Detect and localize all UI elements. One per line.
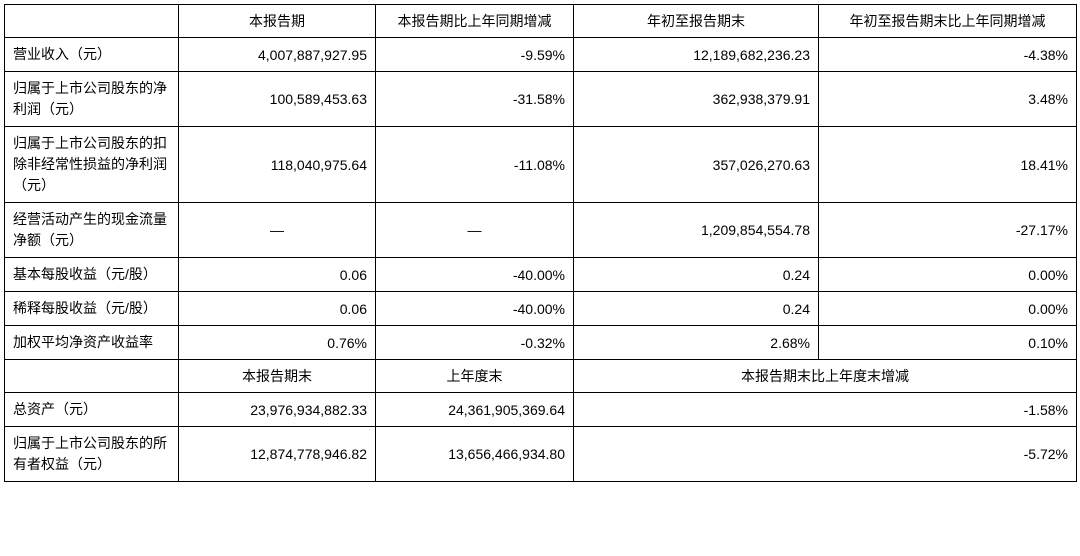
cell-period-change: -31.58% — [376, 72, 574, 127]
row-label: 总资产（元） — [5, 393, 179, 427]
cell-period: — — [179, 203, 376, 258]
data-row: 归属于上市公司股东的净利润（元）100,589,453.63-31.58%362… — [5, 72, 1077, 127]
cell-ytd: 2.68% — [574, 326, 819, 360]
cell-ytd-change: 0.00% — [819, 292, 1077, 326]
row-label: 稀释每股收益（元/股） — [5, 292, 179, 326]
row-label: 归属于上市公司股东的所有者权益（元） — [5, 427, 179, 482]
row-label: 基本每股收益（元/股） — [5, 258, 179, 292]
cell-ytd: 357,026,270.63 — [574, 127, 819, 203]
cell-period-end: 12,874,778,946.82 — [179, 427, 376, 482]
row-label: 经营活动产生的现金流量净额（元） — [5, 203, 179, 258]
cell-ytd: 0.24 — [574, 258, 819, 292]
header-blank — [5, 5, 179, 38]
header-row-2: 本报告期末上年度末本报告期末比上年度末增减 — [5, 360, 1077, 393]
cell-ytd-change: 18.41% — [819, 127, 1077, 203]
data-row: 基本每股收益（元/股）0.06-40.00%0.240.00% — [5, 258, 1077, 292]
financial-table: 本报告期本报告期比上年同期增减年初至报告期末年初至报告期末比上年同期增减营业收入… — [4, 4, 1077, 482]
cell-period: 0.06 — [179, 258, 376, 292]
data-row: 总资产（元）23,976,934,882.3324,361,905,369.64… — [5, 393, 1077, 427]
cell-last-year-end: 13,656,466,934.80 — [376, 427, 574, 482]
cell-period-change: -0.32% — [376, 326, 574, 360]
cell-period: 0.76% — [179, 326, 376, 360]
cell-ytd: 1,209,854,554.78 — [574, 203, 819, 258]
row-label: 归属于上市公司股东的扣除非经常性损益的净利润（元） — [5, 127, 179, 203]
header-period-end: 本报告期末 — [179, 360, 376, 393]
cell-ytd-change: 0.00% — [819, 258, 1077, 292]
header-period-change: 本报告期比上年同期增减 — [376, 5, 574, 38]
cell-ytd: 12,189,682,236.23 — [574, 38, 819, 72]
cell-period-change: -40.00% — [376, 292, 574, 326]
header-end-change: 本报告期末比上年度末增减 — [574, 360, 1077, 393]
header-ytd: 年初至报告期末 — [574, 5, 819, 38]
data-row: 归属于上市公司股东的所有者权益（元）12,874,778,946.8213,65… — [5, 427, 1077, 482]
cell-end-change: -5.72% — [574, 427, 1077, 482]
cell-period-change: — — [376, 203, 574, 258]
cell-period: 0.06 — [179, 292, 376, 326]
cell-period-change: -11.08% — [376, 127, 574, 203]
cell-period: 118,040,975.64 — [179, 127, 376, 203]
data-row: 加权平均净资产收益率0.76%-0.32%2.68%0.10% — [5, 326, 1077, 360]
cell-ytd-change: 3.48% — [819, 72, 1077, 127]
cell-period: 4,007,887,927.95 — [179, 38, 376, 72]
header-last-year-end: 上年度末 — [376, 360, 574, 393]
data-row: 经营活动产生的现金流量净额（元）——1,209,854,554.78-27.17… — [5, 203, 1077, 258]
cell-period-change: -9.59% — [376, 38, 574, 72]
header-blank-2 — [5, 360, 179, 393]
row-label: 加权平均净资产收益率 — [5, 326, 179, 360]
row-label: 营业收入（元） — [5, 38, 179, 72]
cell-period-end: 23,976,934,882.33 — [179, 393, 376, 427]
header-period: 本报告期 — [179, 5, 376, 38]
header-row-1: 本报告期本报告期比上年同期增减年初至报告期末年初至报告期末比上年同期增减 — [5, 5, 1077, 38]
cell-period-change: -40.00% — [376, 258, 574, 292]
data-row: 稀释每股收益（元/股）0.06-40.00%0.240.00% — [5, 292, 1077, 326]
row-label: 归属于上市公司股东的净利润（元） — [5, 72, 179, 127]
cell-last-year-end: 24,361,905,369.64 — [376, 393, 574, 427]
cell-ytd-change: -27.17% — [819, 203, 1077, 258]
cell-ytd-change: -4.38% — [819, 38, 1077, 72]
cell-ytd-change: 0.10% — [819, 326, 1077, 360]
data-row: 归属于上市公司股东的扣除非经常性损益的净利润（元）118,040,975.64-… — [5, 127, 1077, 203]
cell-end-change: -1.58% — [574, 393, 1077, 427]
cell-ytd: 362,938,379.91 — [574, 72, 819, 127]
data-row: 营业收入（元）4,007,887,927.95-9.59%12,189,682,… — [5, 38, 1077, 72]
cell-period: 100,589,453.63 — [179, 72, 376, 127]
header-ytd-change: 年初至报告期末比上年同期增减 — [819, 5, 1077, 38]
cell-ytd: 0.24 — [574, 292, 819, 326]
